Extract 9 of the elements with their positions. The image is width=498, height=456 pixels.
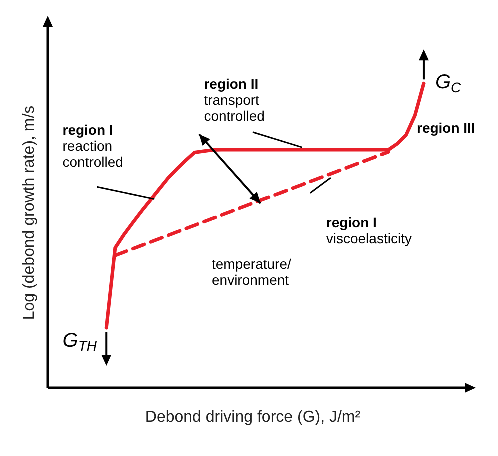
annotation: region I viscoelasticity	[326, 214, 412, 247]
annotation: region I reaction controlled	[62, 122, 124, 170]
annotation: region III	[417, 120, 476, 137]
text: G$_{TH}$	[62, 330, 98, 355]
annotation: temperature/ environment	[212, 256, 292, 288]
annotation: region II transport controlled	[204, 76, 265, 124]
text: G$_{C}$	[435, 71, 462, 96]
y-axis-title: Log (debond growth rate), m/s	[21, 106, 38, 320]
x-axis-title: Debond driving force (G), J/m²	[145, 409, 362, 426]
